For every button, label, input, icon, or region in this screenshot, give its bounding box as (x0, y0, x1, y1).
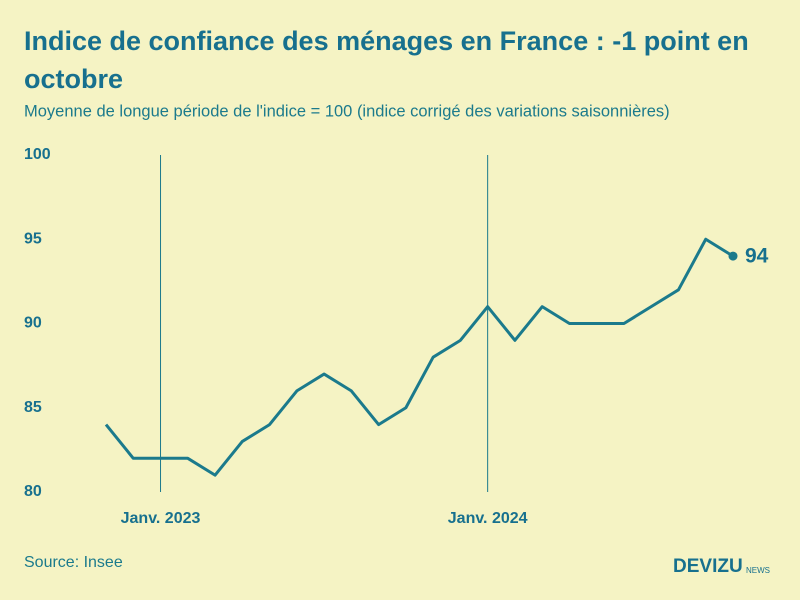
end-label: 94 (745, 245, 769, 268)
y-tick-label: 85 (24, 399, 42, 416)
y-tick-label: 80 (24, 483, 42, 500)
x-tick-label: Janv. 2024 (448, 510, 528, 527)
end-point (728, 251, 738, 261)
y-tick-label: 100 (24, 146, 51, 163)
y-tick-label: 90 (24, 315, 42, 332)
y-tick-label: 95 (24, 230, 42, 247)
chart-subtitle: Moyenne de longue période de l'indice = … (24, 102, 670, 120)
chart-title: Indice de confiance des ménages en Franc… (24, 26, 749, 94)
brand-suffix: NEWS (746, 566, 770, 575)
x-tick-label: Janv. 2023 (121, 510, 201, 527)
source: Source: Insee (24, 554, 123, 571)
title-box: Indice de confiance des ménages en Franc… (24, 26, 749, 94)
brand: DEVIZU (673, 556, 743, 577)
data-line (104, 237, 734, 477)
